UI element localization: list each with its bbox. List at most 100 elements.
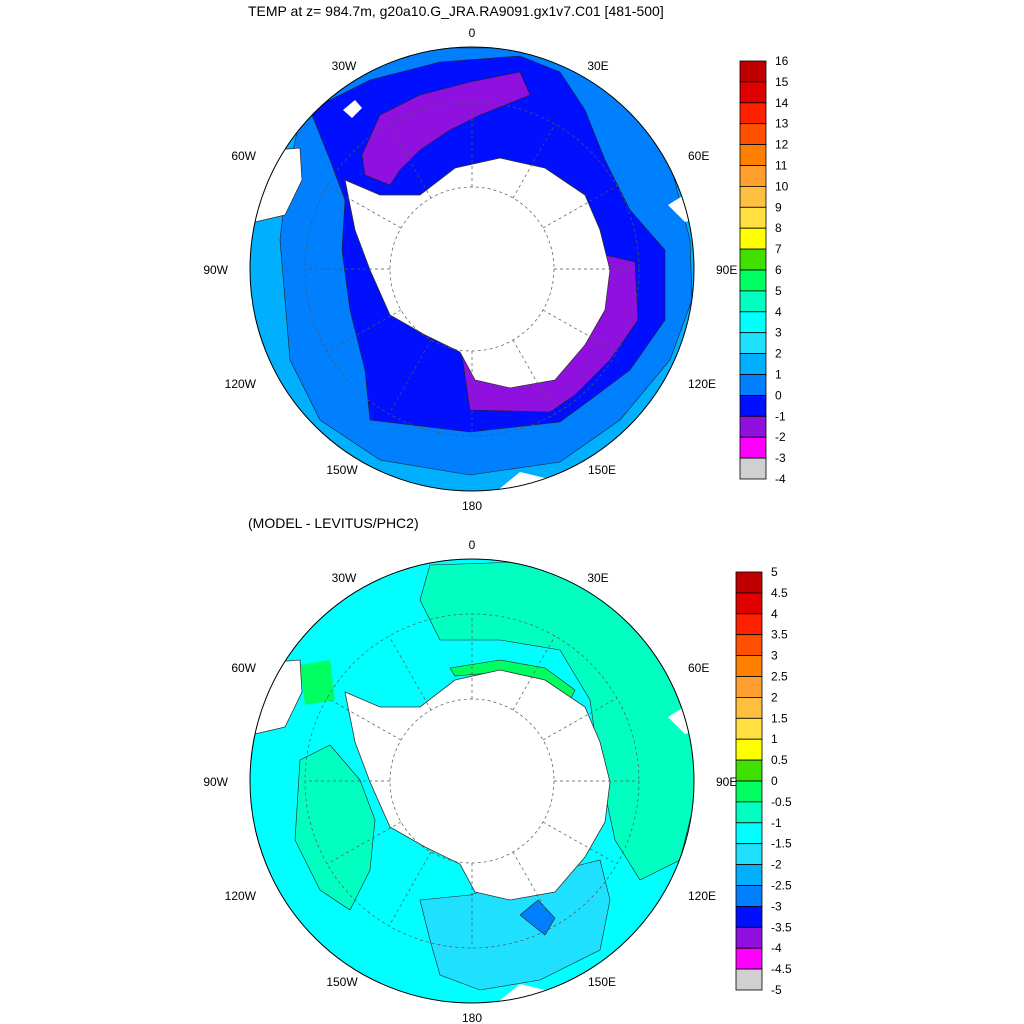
colorbar-swatch (739, 60, 767, 83)
colorbar-swatch (735, 592, 763, 615)
colorbar-label: 4 (775, 305, 782, 319)
colorbar-label: 12 (775, 138, 789, 152)
colorbar-label: -4 (771, 941, 782, 955)
colorbar-label: 15 (775, 75, 789, 89)
panel2-field-minus05-0-west (294, 744, 376, 911)
colorbar-label: 0.5 (771, 753, 788, 767)
panel1-title: TEMP at z= 984.7m, g20a10.G_JRA.RA9091.g… (248, 3, 664, 19)
colorbar-label: -0.5 (771, 795, 792, 809)
longitude-label: 60E (688, 149, 709, 163)
colorbar-swatch (735, 822, 763, 845)
panel1-island (343, 100, 362, 118)
longitude-label: 0 (469, 26, 476, 40)
longitude-label: 30W (332, 571, 357, 585)
colorbar-label: -3.5 (771, 920, 792, 934)
colorbar-swatch (739, 436, 767, 459)
colorbar-swatch (739, 374, 767, 396)
colorbar-swatch (735, 613, 763, 636)
colorbar-swatch (735, 697, 763, 719)
colorbar-label: 14 (775, 96, 789, 110)
colorbar-label: 4 (771, 607, 778, 621)
longitude-label: 120W (225, 377, 257, 391)
colorbar-label: 13 (775, 117, 789, 131)
longitude-label: 90E (716, 263, 737, 277)
longitude-label: 60W (231, 661, 256, 675)
colorbar-label: 16 (775, 54, 789, 68)
colorbar-swatch (735, 947, 763, 970)
colorbar-label: 10 (775, 179, 789, 193)
colorbar-label: -5 (771, 983, 782, 997)
colorbar-swatch (739, 394, 767, 417)
longitude-label: 90W (203, 263, 228, 277)
colorbar-label: -2 (775, 430, 786, 444)
colorbar-label: -1 (775, 409, 786, 423)
colorbar-label: 6 (775, 263, 782, 277)
colorbar-label: 1.5 (771, 711, 788, 725)
longitude-label: 150E (588, 975, 616, 989)
colorbar-label: -4.5 (771, 962, 792, 976)
colorbar-swatch (739, 123, 767, 145)
panel1-longitude-labels: 0 30E 60E 90E 120E 150E 180 150W 120W 90W 60W 30W (203, 26, 737, 513)
longitude-label: 30E (587, 59, 608, 73)
panel2-field-0-05-west (300, 660, 335, 705)
colorbar-swatch (735, 759, 763, 782)
colorbar-swatch (735, 738, 763, 761)
longitude-label: 180 (462, 1011, 482, 1024)
colorbar-swatch (735, 885, 763, 907)
colorbar-label: 4.5 (771, 586, 788, 600)
panel2-title: (MODEL - LEVITUS/PHC2) (248, 515, 419, 531)
panel1-boundary (249, 46, 695, 492)
colorbar-label: 0 (775, 388, 782, 402)
longitude-label: 60E (688, 661, 709, 675)
colorbar-swatch (735, 968, 763, 991)
panel2-field-minus2-minus15 (519, 899, 556, 936)
colorbar-label: -2.5 (771, 879, 792, 893)
colorbar-swatch (735, 926, 763, 949)
colorbar-swatch (739, 415, 767, 438)
colorbar-label: 5 (775, 284, 782, 298)
colorbar-label: -1.5 (771, 837, 792, 851)
colorbar-label: -4 (775, 472, 786, 486)
colorbar-swatch (735, 864, 763, 886)
longitude-label: 90E (716, 775, 737, 789)
colorbar-swatch (739, 457, 767, 480)
colorbar-label: -3 (775, 451, 786, 465)
colorbar-label: 8 (775, 221, 782, 235)
longitude-label: 120W (225, 889, 257, 903)
panel1-antarctica (344, 157, 611, 389)
longitude-label: 120E (688, 889, 716, 903)
colorbar-swatch (739, 227, 767, 250)
colorbar-label: 3.5 (771, 628, 788, 642)
colorbar-label: 2 (775, 347, 782, 361)
colorbar-label: 7 (775, 242, 782, 256)
colorbar-swatch (735, 780, 763, 803)
colorbar-label: -2 (771, 858, 782, 872)
colorbar-swatch (739, 185, 767, 208)
longitude-label: 90W (203, 775, 228, 789)
panel2-boundary (249, 558, 695, 1004)
colorbar-swatch (735, 571, 763, 594)
colorbar-swatch (735, 676, 763, 698)
colorbar-swatch (739, 311, 767, 334)
colorbar-label: 3 (775, 326, 782, 340)
colorbar-label: 3 (771, 649, 778, 663)
colorbar-swatch (739, 102, 767, 125)
colorbar-swatch (739, 206, 767, 229)
colorbar-swatch (739, 290, 767, 313)
colorbar-label: 2.5 (771, 670, 788, 684)
longitude-label: 60W (231, 149, 256, 163)
colorbar-label: -3 (771, 899, 782, 913)
colorbar-label: -1 (771, 816, 782, 830)
colorbar-swatch (735, 717, 763, 740)
longitude-label: 150E (588, 463, 616, 477)
colorbar-swatch (739, 165, 767, 187)
colorbar-swatch (739, 332, 767, 355)
colorbar-label: 2 (771, 690, 778, 704)
colorbar-swatch (735, 655, 763, 677)
panel2-longitude-labels: 0 30E 60E 90E 120E 150E 180 150W 120W 90W 60W 30W (203, 538, 737, 1024)
longitude-label: 0 (469, 538, 476, 552)
panel2-map (249, 558, 695, 1004)
longitude-label: 30E (587, 571, 608, 585)
